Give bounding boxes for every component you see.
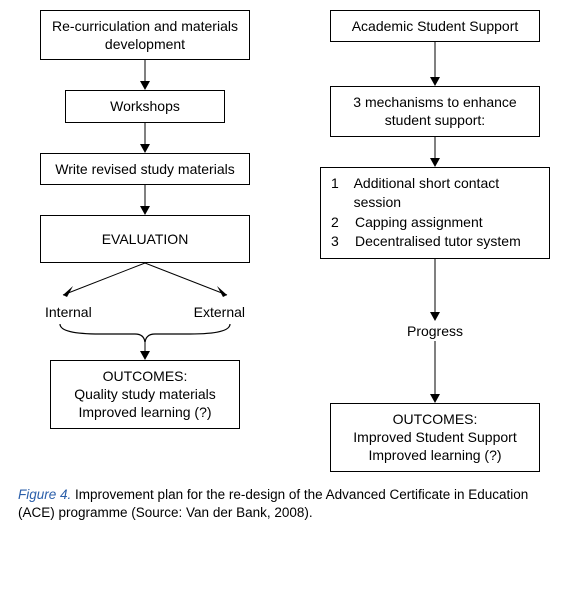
curly-bracket: [55, 322, 235, 342]
caption-label: Figure 4.: [18, 487, 71, 502]
right-column: Academic Student Support 3 mechanisms to…: [310, 10, 560, 472]
list-text: Decentralised tutor system: [355, 232, 521, 252]
list-item: 2 Capping assignment: [331, 213, 539, 233]
node-left-outcomes: OUTCOMES: Quality study materials Improv…: [50, 360, 240, 429]
node-recurriculation: Re-curriculation and materials developme…: [40, 10, 250, 60]
list-num: 1: [331, 174, 354, 213]
arrow-down: [434, 137, 436, 167]
list-num: 2: [331, 213, 355, 233]
outcome-line: Improved learning (?): [341, 446, 529, 464]
node-text: Write revised study materials: [55, 161, 234, 177]
node-text: Workshops: [110, 98, 180, 114]
list-text: Additional short contact session: [354, 174, 539, 213]
split-labels: Internal External: [45, 304, 245, 320]
node-workshops: Workshops: [65, 90, 225, 122]
flowchart-container: Re-curriculation and materials developme…: [10, 10, 572, 472]
outcome-line: Improved learning (?): [61, 403, 229, 421]
arrow-down: [434, 42, 436, 86]
node-academic-support: Academic Student Support: [330, 10, 540, 42]
node-text: Academic Student Support: [352, 18, 519, 34]
arrow-down: [144, 60, 146, 90]
node-text: Re-curriculation and materials developme…: [52, 18, 238, 52]
node-write-materials: Write revised study materials: [40, 153, 250, 185]
list-item: 3 Decentralised tutor system: [331, 232, 539, 252]
arrow-down: [144, 342, 146, 360]
arrow-down: [434, 341, 436, 403]
caption-text: Improvement plan for the re-design of th…: [18, 487, 528, 520]
label-external: External: [194, 304, 245, 320]
arrow-down: [144, 185, 146, 215]
outcome-title: OUTCOMES:: [341, 410, 529, 428]
list-item: 1 Additional short contact session: [331, 174, 539, 213]
arrow-down: [434, 259, 436, 321]
node-mechanisms-title: 3 mechanisms to enhance student support:: [330, 86, 540, 136]
node-text: 3 mechanisms to enhance student support:: [353, 94, 516, 128]
label-internal: Internal: [45, 304, 92, 320]
node-right-outcomes: OUTCOMES: Improved Student Support Impro…: [330, 403, 540, 472]
node-text: EVALUATION: [102, 231, 189, 247]
figure-caption: Figure 4. Improvement plan for the re-de…: [10, 484, 572, 528]
list-num: 3: [331, 232, 355, 252]
outcome-line: Quality study materials: [61, 385, 229, 403]
arrow-down: [144, 123, 146, 153]
split-branch: Internal External: [45, 263, 245, 318]
left-column: Re-curriculation and materials developme…: [20, 10, 270, 472]
outcome-title: OUTCOMES:: [61, 367, 229, 385]
label-progress: Progress: [407, 323, 463, 339]
split-arrows-svg: [45, 263, 245, 303]
node-mechanisms-list: 1 Additional short contact session 2 Cap…: [320, 167, 550, 259]
list-text: Capping assignment: [355, 213, 483, 233]
outcome-line: Improved Student Support: [341, 428, 529, 446]
node-evaluation: EVALUATION: [40, 215, 250, 263]
